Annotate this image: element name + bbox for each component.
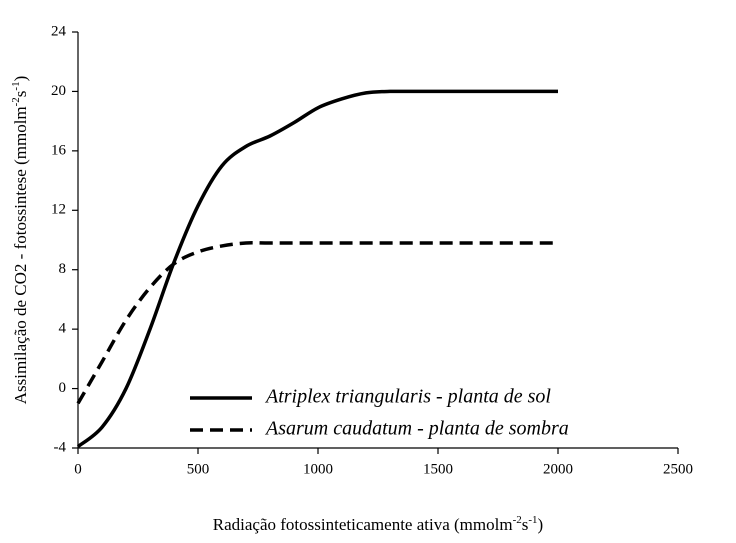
y-tick-label: 16 bbox=[51, 142, 67, 158]
x-axis-label-part: -1 bbox=[528, 514, 537, 526]
x-tick-label: 500 bbox=[187, 461, 210, 477]
y-tick-label: 4 bbox=[59, 321, 67, 337]
x-axis-label: Radiação fotossinteticamente ativa (mmol… bbox=[213, 514, 543, 534]
x-axis-label-part: -2 bbox=[513, 514, 522, 526]
y-axis-label: Assimilação de CO2 - fotossintese (mmolm… bbox=[10, 76, 30, 405]
legend-label: Asarum caudatum - planta de sombra bbox=[264, 418, 569, 440]
x-axis-label-part: Radiação fotossinteticamente ativa (mmol… bbox=[213, 515, 513, 534]
y-tick-label: 20 bbox=[51, 83, 66, 99]
series-line bbox=[76, 241, 559, 405]
x-tick-label: 2000 bbox=[543, 461, 573, 477]
y-axis-label-part: ) bbox=[11, 76, 30, 82]
y-tick-label: 8 bbox=[59, 261, 67, 277]
series-line bbox=[76, 89, 558, 448]
y-axis-label-part: s bbox=[11, 91, 30, 98]
legend-label: Atriplex triangularis - planta de sol bbox=[264, 386, 551, 408]
y-tick-label: -4 bbox=[54, 439, 67, 455]
x-tick-label: 1500 bbox=[423, 461, 453, 477]
x-axis-label-part: ) bbox=[538, 515, 544, 534]
y-axis-label-part: Assimilação de CO2 - fotossintese (mmolm bbox=[11, 106, 30, 404]
y-tick-label: 24 bbox=[51, 23, 67, 39]
x-tick-label: 0 bbox=[74, 461, 82, 477]
x-tick-label: 1000 bbox=[303, 461, 333, 477]
y-axis-label-part: -1 bbox=[10, 81, 22, 90]
x-axis-label-part: s bbox=[522, 515, 529, 534]
y-tick-label: 0 bbox=[59, 380, 67, 396]
x-tick-label: 2500 bbox=[663, 461, 693, 477]
y-tick-label: 12 bbox=[51, 202, 66, 218]
y-axis-label-part: -2 bbox=[10, 97, 22, 106]
